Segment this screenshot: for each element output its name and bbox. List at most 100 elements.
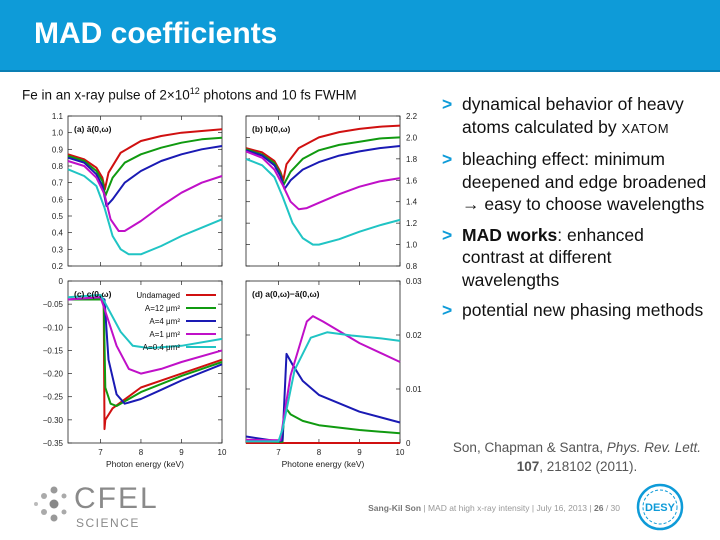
y-tick-label: 0.8 xyxy=(52,162,64,171)
footer-page: 26 xyxy=(593,503,604,513)
x-tick-label: 10 xyxy=(396,448,405,457)
bullet-list: > dynamical behavior of heavy atoms calcu… xyxy=(440,93,710,330)
reference: Son, Chapman & Santra, Phys. Rev. Lett. … xyxy=(452,438,702,476)
series-line xyxy=(67,296,223,375)
footer-sep-1: | xyxy=(421,503,428,513)
y-tick-label: 0.9 xyxy=(52,145,64,154)
footer-speaker: Sang-Kil Son xyxy=(368,503,422,513)
cfel-subtitle: SCIENCE xyxy=(76,516,140,530)
series-line xyxy=(67,168,223,256)
series-line xyxy=(67,136,223,197)
y-tick-label: 0.4 xyxy=(52,229,64,238)
x-tick-label: 8 xyxy=(139,448,144,457)
y-tick-label: −0.10 xyxy=(43,323,64,332)
panel-label: (d) a(0,ω)−ā(0,ω) xyxy=(252,289,320,299)
x-tick-label: 7 xyxy=(98,448,103,457)
y-tick-label: 0.02 xyxy=(406,331,422,340)
bullet-marker-icon: > xyxy=(442,94,453,114)
y-tick-label: 1.2 xyxy=(406,219,418,228)
series-line xyxy=(245,124,401,182)
series-line xyxy=(245,315,401,442)
series-line xyxy=(245,405,401,443)
footer-talk: MAD at high x-ray intensity xyxy=(427,503,530,513)
panel-label: (b) b(0,ω) xyxy=(252,124,291,134)
panel-label: (a) ā(0,ω) xyxy=(74,124,112,134)
chart-panel-3: 7 8 9 100 0.01 0.02 0.03 (d) a(0,ω)−ā(0,ω) Phot… xyxy=(245,277,422,469)
y-tick-label: 0.01 xyxy=(406,385,422,394)
x-axis-label: Photone energy (keV) xyxy=(282,459,365,469)
bullet-text: potential new phasing methods xyxy=(462,300,704,320)
y-tick-label: 0.03 xyxy=(406,277,422,286)
series-line xyxy=(68,298,223,431)
y-tick-label: 0 xyxy=(59,277,64,286)
bullet-marker-icon: > xyxy=(442,300,453,320)
y-tick-label: 1.8 xyxy=(406,155,418,164)
y-tick-label: 0 xyxy=(406,439,411,448)
x-tick-label: 9 xyxy=(357,448,362,457)
chart-panel-2: 7 8 9 10 −0.35 −0.30 −0.25 −0.20 −0.15 −0.10 −0.05… xyxy=(43,277,227,469)
title-rule xyxy=(0,70,720,72)
y-tick-label: 1.0 xyxy=(406,241,418,250)
series-line xyxy=(67,160,223,232)
bullet-marker-icon: > xyxy=(442,149,453,169)
y-tick-label: 1.1 xyxy=(52,112,64,121)
legend-label: A=4 μm² xyxy=(149,317,180,326)
series-line xyxy=(246,331,401,443)
figure-caption: Fe in an x-ray pulse of 2×1012 photons a… xyxy=(22,86,357,103)
y-tick-label: 1.6 xyxy=(406,176,418,185)
legend-label: A=12 μm² xyxy=(145,304,180,313)
chart-panel-0: 0.2 0.3 0.4 0.5 0.6 0.7 0.8 0.9 1.0 1.1 (a) ā(0,ω… xyxy=(52,112,223,271)
y-tick-label: −0.20 xyxy=(43,370,64,379)
title-bar: MAD coefficients xyxy=(0,0,720,72)
caption-exponent: 12 xyxy=(189,86,200,96)
y-tick-label: −0.05 xyxy=(43,300,64,309)
cfel-logo: CFEL SCIENCE xyxy=(28,482,178,530)
series-line xyxy=(245,145,401,190)
legend-label: A=0.4 μm² xyxy=(143,343,181,352)
footer: Sang-Kil Son | MAD at high x-ray intensi… xyxy=(330,503,620,513)
y-tick-label: 0.7 xyxy=(52,179,64,188)
series-line xyxy=(67,293,223,350)
reference-volume: 107 xyxy=(516,459,540,474)
y-tick-label: −0.25 xyxy=(43,393,64,402)
y-tick-label: −0.35 xyxy=(43,439,64,448)
y-tick-label: 1.4 xyxy=(406,198,418,207)
reference-journal: Phys. Rev. Lett. xyxy=(606,440,702,455)
x-tick-label: 9 xyxy=(179,448,184,457)
bullet-marker-icon: > xyxy=(442,224,453,245)
x-tick-label: 7 xyxy=(276,448,281,457)
y-tick-label: 0.5 xyxy=(52,212,64,221)
y-tick-label: 0.6 xyxy=(52,195,64,204)
caption-rest: photons and 10 fs FWHM xyxy=(199,87,357,103)
mad-coefficients-figure: 0.2 0.3 0.4 0.5 0.6 0.7 0.8 0.9 1.0 1.1 (a) ā(0,ω… xyxy=(43,112,422,469)
y-tick-label: 0.8 xyxy=(406,262,418,271)
series-line xyxy=(67,128,223,191)
series-line xyxy=(245,352,401,443)
bullet-text: MAD works xyxy=(462,224,558,245)
y-tick-label: 2.0 xyxy=(406,133,418,142)
plot-frame xyxy=(67,115,223,267)
footer-date: July 16, 2013 xyxy=(536,503,588,513)
x-axis-label: Photon energy (keV) xyxy=(106,459,184,469)
caption-main: Fe in an x-ray pulse of 2×10 xyxy=(22,87,190,103)
footer-page-total: / 30 xyxy=(603,503,620,513)
footer-sep-2: | xyxy=(529,503,537,513)
series-line xyxy=(68,298,223,407)
legend-label: Undamaged xyxy=(136,291,180,300)
y-tick-label: 2.2 xyxy=(406,112,418,121)
cfel-wordmark: CFEL xyxy=(74,482,159,515)
y-tick-label: 1.0 xyxy=(52,129,64,138)
plot-frame xyxy=(245,280,401,444)
bullet-text: bleaching effect: minimum deepened and e… xyxy=(462,149,707,214)
series-line xyxy=(245,136,401,186)
reference-authors: Son, Chapman & Santra, xyxy=(452,440,607,455)
bullet-text: : enhanced contrast at different wavelen… xyxy=(462,224,644,290)
chart-panel-1: 0.8 1.0 1.2 1.4 1.6 1.8 2.0 2.2 (b) b(0,ω) xyxy=(245,112,418,271)
y-tick-label: −0.30 xyxy=(43,416,64,425)
bullet-item: > MAD works: enhanced contrast at differe… xyxy=(440,224,710,292)
legend-label: A=1 μm² xyxy=(149,330,180,339)
series-line xyxy=(245,150,401,211)
series-line xyxy=(67,145,223,207)
reference-rest: , 218102 (2011). xyxy=(539,459,638,474)
footer-sep-3: | xyxy=(587,503,594,513)
